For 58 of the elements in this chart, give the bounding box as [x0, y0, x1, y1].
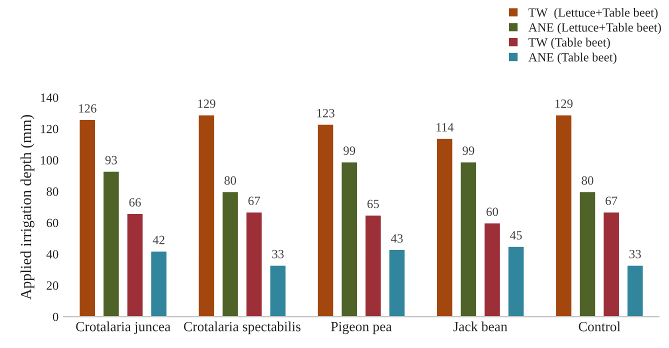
- data-label: 45: [510, 231, 522, 240]
- bar: [459, 160, 478, 317]
- data-label: 129: [555, 100, 573, 108]
- bar: [364, 214, 382, 317]
- bar: [268, 264, 287, 317]
- data-label: 43: [390, 234, 403, 243]
- legend-label: ANE (Lettuce+Table beet): [528, 22, 661, 34]
- bar: [578, 190, 597, 317]
- data-label: 65: [367, 200, 379, 208]
- data-label: 129: [198, 100, 216, 108]
- data-label: 93: [105, 156, 117, 164]
- bar: [102, 170, 120, 317]
- data-label: 123: [317, 108, 334, 118]
- bar: [221, 190, 240, 317]
- bar: [245, 211, 264, 317]
- data-label: 67: [248, 196, 260, 206]
- bar: [78, 118, 96, 317]
- y-tick-label: 0: [52, 312, 58, 322]
- data-label: 33: [629, 250, 641, 258]
- data-label: 80: [582, 176, 594, 185]
- data-label: 99: [462, 146, 474, 155]
- data-label: 126: [79, 104, 96, 113]
- x-tick-label: Crotalaria spectabilis: [184, 322, 300, 334]
- data-label: 66: [129, 198, 141, 207]
- bar: [626, 264, 644, 317]
- bar: [436, 137, 454, 317]
- y-tick-label: 140: [41, 93, 58, 102]
- bar: [554, 114, 573, 317]
- x-tick-label: Jack bean: [453, 322, 508, 332]
- bar: [388, 248, 406, 317]
- y-tick-label: 80: [46, 187, 58, 196]
- x-tick-label: Control: [578, 322, 620, 332]
- bar: [507, 246, 526, 317]
- data-label: 114: [436, 123, 454, 132]
- legend-label: TW (Table beet): [528, 38, 610, 50]
- data-label: 33: [272, 250, 284, 258]
- bar: [340, 160, 358, 317]
- y-tick-label: 100: [41, 156, 58, 165]
- legend-label: TW (Lettuce+Table beet): [528, 8, 658, 20]
- data-label: 80: [224, 176, 236, 185]
- bar: [126, 212, 144, 317]
- data-label: 99: [344, 146, 356, 155]
- data-label: 42: [152, 236, 164, 244]
- y-tick-label: 120: [41, 124, 58, 134]
- y-tick-label: 20: [46, 281, 58, 290]
- bar: [150, 250, 168, 317]
- legend-label: ANE (Table beet): [528, 52, 616, 64]
- data-label: 60: [486, 208, 498, 216]
- y-axis-title: Applied irrigation depth (mm): [20, 115, 34, 300]
- y-tick-label: 40: [46, 250, 58, 258]
- y-tick-label: 60: [46, 218, 58, 228]
- bar: [602, 211, 620, 317]
- bar: [316, 123, 335, 317]
- data-label: 67: [606, 196, 618, 206]
- bar: [197, 114, 216, 317]
- bar: [483, 222, 502, 317]
- x-tick-label: Crotalaria juncea: [76, 322, 171, 334]
- x-tick-label: Pigeon pea: [330, 322, 392, 334]
